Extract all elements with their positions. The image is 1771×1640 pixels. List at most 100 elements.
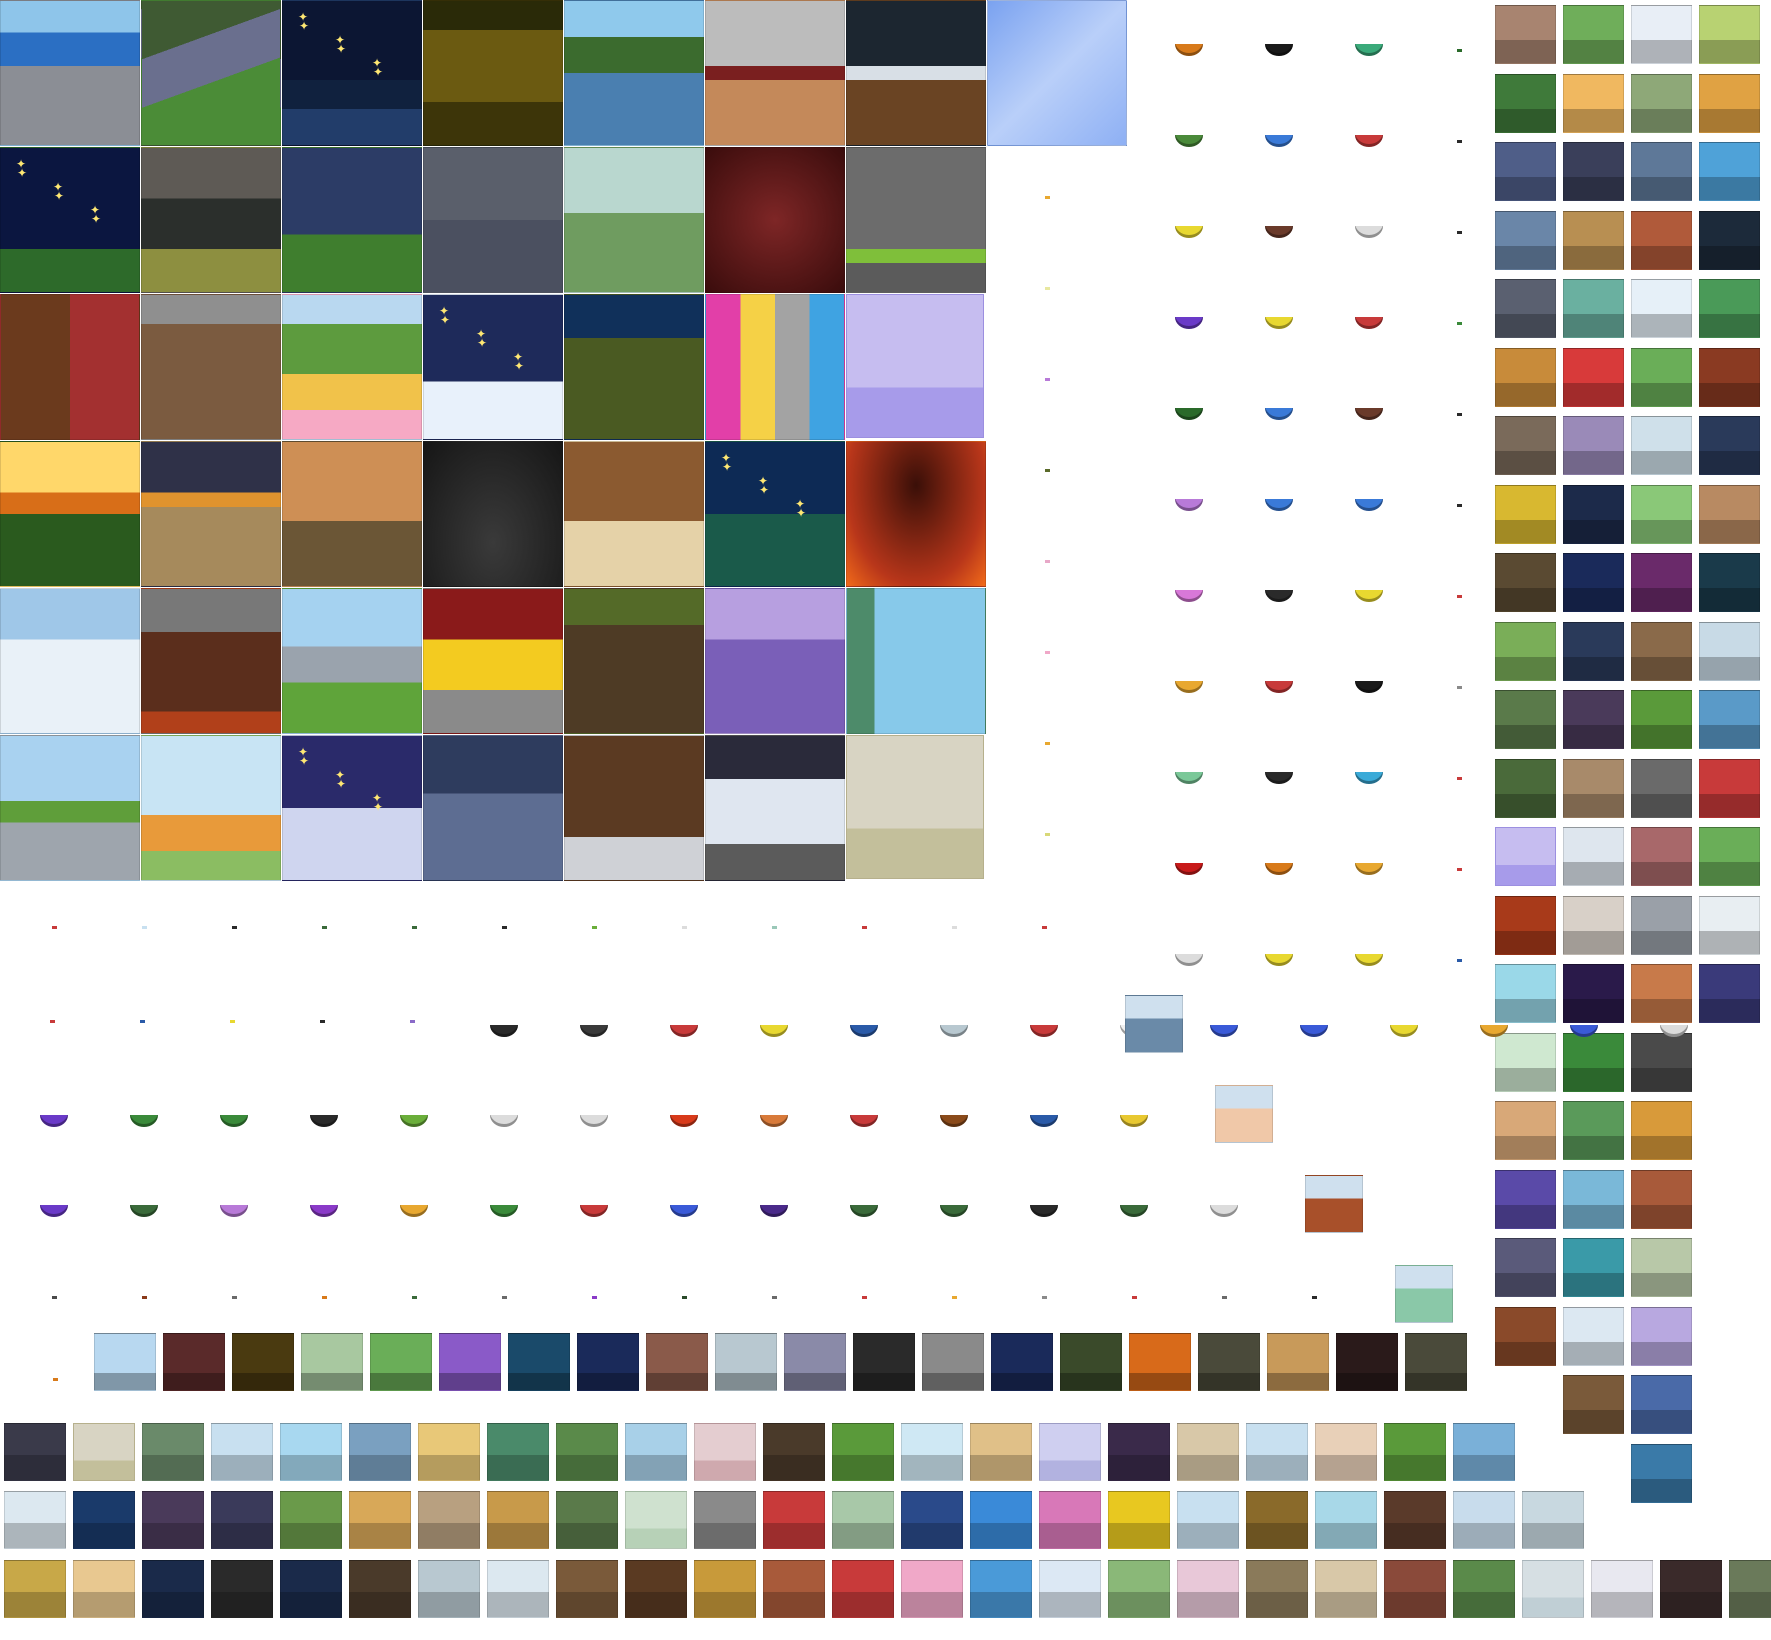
tile-savanna-tree [282, 441, 422, 587]
tile-ocean-rocks [0, 0, 140, 146]
right-tile [1563, 5, 1624, 64]
tile-dungeon-slime [846, 147, 986, 293]
right-tile [1495, 1238, 1556, 1297]
star-icon: ✦ [336, 42, 347, 56]
right-tile [1563, 1032, 1624, 1092]
right-tile [1563, 1169, 1624, 1229]
hat-sprite [1355, 408, 1383, 420]
right-tile [1563, 1306, 1624, 1366]
right-tile [1699, 347, 1760, 407]
hat-sprite [490, 1205, 518, 1217]
bottom-tile [1039, 1560, 1101, 1618]
pixel-dot [1312, 1296, 1317, 1299]
hat-sprite [670, 1115, 698, 1127]
pixel-dot [322, 926, 327, 929]
right-tile [1699, 142, 1760, 201]
bottom-tile [970, 1423, 1032, 1481]
star-icon: ✦ [796, 506, 807, 520]
hat-sprite [1480, 1025, 1508, 1037]
pixel-dot [1045, 651, 1050, 654]
row-tile [163, 1333, 225, 1391]
right-tile [1495, 553, 1556, 612]
right-tile [1699, 416, 1760, 475]
hat-sprite [1265, 954, 1293, 966]
right-tile [1563, 690, 1624, 749]
right-tile [1631, 210, 1692, 270]
hat-sprite [400, 1115, 428, 1127]
right-tile [1631, 484, 1692, 544]
bottom-tile [418, 1423, 480, 1481]
bottom-tile [280, 1560, 342, 1618]
right-tile [1495, 964, 1556, 1023]
hat-sprite [1030, 1115, 1058, 1127]
bottom-tile-blank [1039, 1423, 1101, 1481]
row-tile [1060, 1333, 1122, 1391]
right-tile [1631, 1306, 1692, 1366]
hat-sprite [760, 1205, 788, 1217]
hat-sprite [760, 1115, 788, 1127]
pixel-dot [862, 926, 867, 929]
star-icon: ✦ [372, 56, 383, 70]
hat-sprite [1175, 226, 1203, 238]
star-icon: ✦ [335, 768, 346, 782]
tile-swamp [141, 147, 281, 293]
pixel-dot [772, 926, 777, 929]
hat-sprite [1265, 44, 1293, 56]
row-tile [646, 1333, 708, 1391]
bottom-tile [763, 1491, 825, 1549]
right-tile [1563, 553, 1624, 612]
bottom-tile [349, 1491, 411, 1549]
pixel-dot [682, 1296, 687, 1299]
hat-sprite [1355, 863, 1383, 875]
star-icon: ✦ [372, 791, 383, 805]
star-icon: ✦ [90, 203, 101, 217]
right-tile [1631, 347, 1692, 407]
hat-sprite [850, 1025, 878, 1037]
pixel-dot [1045, 196, 1050, 199]
tile-lamp-snow-path [705, 735, 845, 881]
pixel-dot [502, 926, 507, 929]
hat-sprite [1265, 863, 1293, 875]
right-tile [1495, 279, 1556, 338]
right-tile [1699, 279, 1760, 338]
tile-red-eyes-dark [423, 441, 563, 587]
row-tile [784, 1333, 846, 1391]
row-tile [1198, 1333, 1260, 1391]
star-icon: ✦ [17, 166, 28, 180]
pixel-dot [53, 1378, 58, 1381]
hat-sprite [1570, 1025, 1598, 1037]
pixel-dot [592, 1296, 597, 1299]
hat-sprite [1030, 1025, 1058, 1037]
right-tile [1631, 690, 1692, 749]
pixel-dot [592, 926, 597, 929]
right-tile [1495, 621, 1556, 681]
bottom-tile [556, 1491, 618, 1549]
right-tile [1699, 895, 1760, 955]
right-tile [1631, 621, 1692, 681]
tile-savanna-dusk [141, 441, 281, 587]
tile-blank-lavender [846, 294, 984, 438]
hat-sprite [1175, 317, 1203, 329]
hat-sprite [760, 1025, 788, 1037]
diagonal-tile [1125, 995, 1183, 1053]
right-tile [1631, 895, 1692, 955]
bottom-tile-blank [625, 1491, 687, 1549]
star-icon: ✦ [477, 336, 488, 350]
hat-sprite [1300, 1025, 1328, 1037]
bottom-tile [901, 1560, 963, 1618]
bottom-tile [970, 1491, 1032, 1549]
hat-sprite [1265, 499, 1293, 511]
tile-mountain-fence [141, 0, 281, 146]
bottom-tile [487, 1423, 549, 1481]
pixel-dot [1042, 926, 1047, 929]
right-tile [1631, 1169, 1692, 1229]
bottom-tile [1453, 1423, 1515, 1481]
star-icon: ✦ [439, 304, 450, 318]
right-tile [1699, 964, 1760, 1023]
right-tile [1495, 142, 1556, 201]
pixel-dot [412, 926, 417, 929]
pixel-dot [230, 1020, 235, 1023]
hat-sprite [580, 1115, 608, 1127]
row-tile [1405, 1333, 1467, 1391]
right-tile [1699, 5, 1760, 64]
